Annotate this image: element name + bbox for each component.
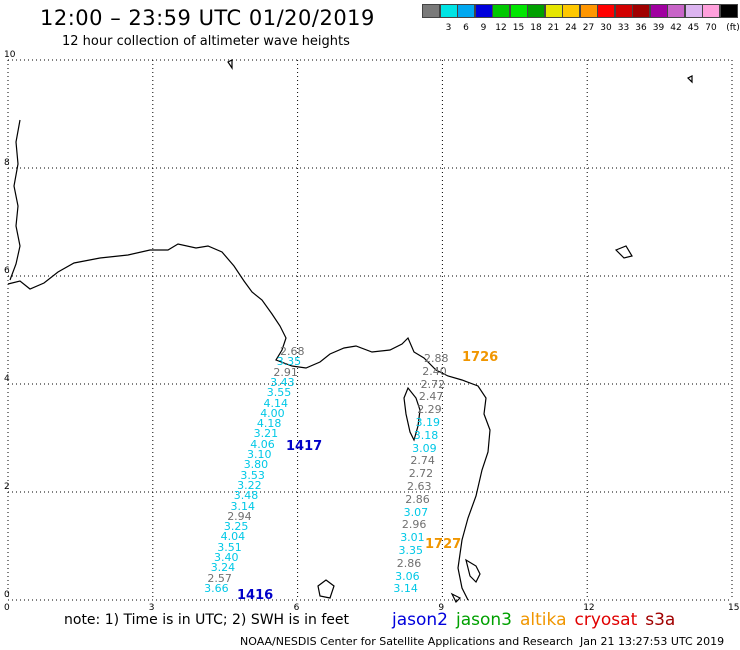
satellite-cryosat: cryosat	[574, 610, 638, 630]
swh-reading-east: 2.74	[410, 454, 435, 468]
color-scale-label: 70	[705, 23, 717, 33]
x-tick-label: 0	[4, 603, 10, 613]
swh-reading-west: 3.10	[247, 448, 272, 461]
y-tick-label: 0	[4, 590, 10, 600]
swh-reading-west: 3.43	[270, 375, 295, 389]
coastline	[7, 59, 693, 604]
color-scale-label: 12	[495, 23, 507, 33]
y-tick-label: 4	[4, 374, 10, 384]
y-tick-label: 8	[4, 158, 10, 168]
western-shore	[9, 119, 21, 281]
swh-reading-east: 3.19	[415, 416, 441, 429]
swh-reading-east: 3.35	[398, 544, 424, 557]
swh-reading-east: 2.72	[420, 377, 446, 391]
map-subtitle: 12 hour collection of altimeter wave hei…	[62, 34, 350, 49]
x-tick-label: 9	[438, 603, 445, 613]
swh-reading-west: 2.91	[273, 365, 298, 379]
satellite-legend: jason2 jason3 altika cryosat s3a	[392, 610, 683, 630]
swh-reading-west: 3.21	[253, 427, 279, 441]
swh-reading-west: 3.25	[223, 520, 249, 534]
swh-reading-east: 2.96	[401, 518, 427, 532]
swh-reading-east: 2.47	[418, 390, 444, 404]
island-northeast	[686, 75, 693, 84]
swh-reading-west: 4.04	[220, 530, 246, 544]
satellite-jason3: jason3	[456, 610, 512, 630]
color-scale-unit: (ft)	[726, 23, 740, 33]
y-tick-label: 2	[4, 482, 10, 492]
swh-reading-east: 3.06	[395, 569, 420, 583]
swh-reading-west: 3.40	[214, 551, 239, 564]
swh-reading-west: 4.00	[260, 406, 285, 420]
swh-reading-east: 2.86	[405, 492, 430, 506]
satellite-s3a: s3a	[645, 610, 676, 630]
footer-credit: NOAA/NESDIS Center for Satellite Applica…	[240, 635, 574, 648]
swh-reading-east: 2.40	[422, 364, 447, 378]
swh-reading-west: 4.18	[256, 417, 282, 431]
color-scale-label: 21	[547, 23, 560, 33]
satellite-jason2: jason2	[392, 610, 448, 630]
pass-label-1727: 1727	[425, 537, 462, 552]
swh-reading-east: 2.29	[417, 403, 442, 417]
island-south	[317, 579, 335, 599]
color-scale-label: 42	[670, 23, 682, 33]
swh-reading-east: 2.88	[424, 352, 449, 365]
swh-reading-west: 3.22	[237, 478, 262, 492]
swh-reading-west: 2.68	[280, 345, 305, 358]
island-east	[614, 245, 633, 259]
swh-reading-west: 3.80	[243, 458, 269, 472]
swh-reading-east: 3.09	[412, 441, 437, 455]
swh-reading-east: 2.63	[407, 480, 432, 493]
pass-label-1416: 1416	[237, 588, 274, 603]
color-scale-label: 15	[512, 23, 525, 33]
color-scale-label: 45	[687, 23, 700, 33]
gulf-coastline	[7, 243, 491, 601]
swh-reading-east: 3.01	[400, 531, 425, 545]
island-north	[227, 59, 233, 70]
swh-reading-west: 3.55	[266, 386, 292, 400]
swh-reading-west: 3.14	[230, 499, 256, 513]
swh-reading-west: 3.51	[217, 540, 242, 554]
color-scale-label: 33	[617, 23, 630, 33]
swh-reading-west: 3.66	[204, 581, 229, 595]
y-tick-label: 10	[4, 50, 16, 60]
swh-reading-east: 2.86	[396, 556, 422, 570]
x-tick-label: 3	[148, 603, 155, 613]
pass-label-1726: 1726	[462, 350, 499, 365]
footer-timestamp: Jan 21 13:27:53 UTC 2019	[580, 635, 725, 648]
x-tick-label: 12	[583, 603, 595, 613]
swh-reading-west: 2.57	[207, 571, 232, 585]
swh-reading-west: 4.14	[263, 396, 289, 410]
swh-reading-west: 2.94	[227, 509, 252, 523]
swh-reading-west: 3.53	[240, 468, 265, 482]
color-scale-label: 6	[463, 23, 469, 33]
pass-label-1417: 1417	[286, 439, 323, 454]
swh-reading-west: 3.48	[233, 489, 259, 503]
color-scale-label: 9	[480, 23, 487, 33]
x-tick-label: 15	[728, 603, 740, 613]
lat-lon-grid	[7, 59, 733, 601]
swh-reading-east: 3.18	[413, 428, 439, 442]
color-scale-label: 3	[445, 23, 452, 33]
satellite-altika: altika	[520, 610, 567, 630]
color-scale-label: 24	[565, 23, 577, 33]
east-coast-islands	[450, 558, 481, 604]
color-scale-label: 36	[635, 23, 647, 33]
swh-reading-east: 3.07	[403, 505, 429, 519]
swh-reading-west: 4.06	[250, 437, 275, 451]
color-scale-label: 27	[582, 23, 595, 33]
color-swatch	[719, 4, 738, 18]
color-scale-label: 39	[652, 23, 665, 33]
map-title: 12:00 – 23:59 UTC 01/20/2019	[40, 6, 375, 30]
color-scale-label: 18	[530, 23, 542, 33]
y-tick-label: 6	[4, 266, 10, 276]
swh-reading-east: 3.14	[393, 582, 418, 596]
footer-note: note: 1) Time is in UTC; 2) SWH is in fe…	[64, 612, 350, 628]
color-scale-label: 30	[600, 23, 612, 33]
x-tick-label: 6	[293, 603, 300, 613]
swh-reading-west: 3.35	[276, 355, 302, 369]
bay-outline	[403, 386, 421, 442]
swh-reading-west: 3.24	[210, 561, 236, 575]
swh-reading-east: 2.72	[408, 467, 434, 481]
